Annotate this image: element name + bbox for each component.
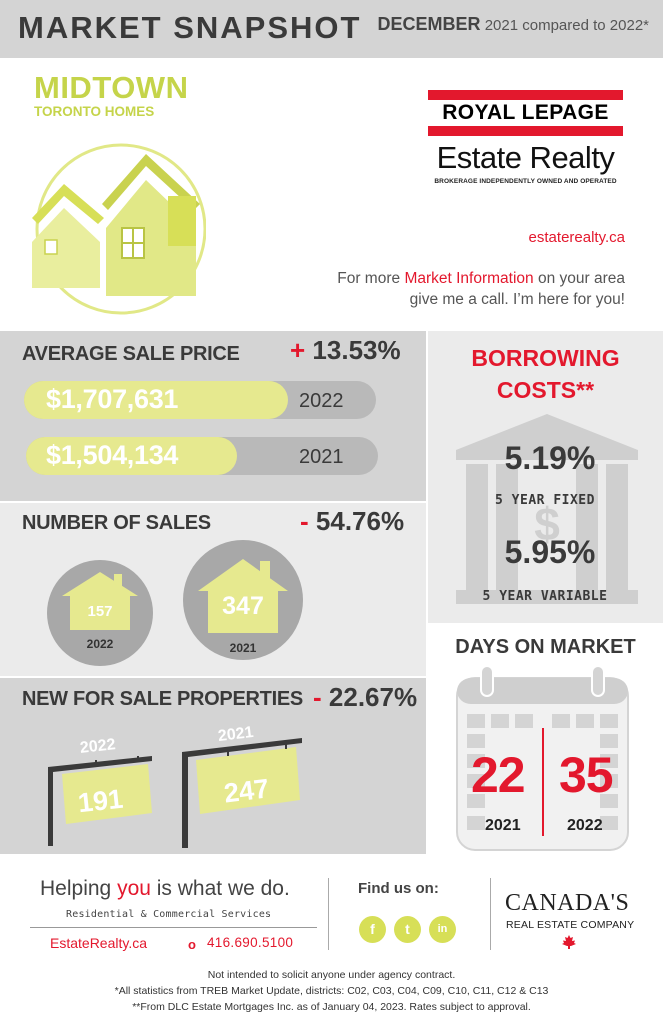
new-for-sale-value: 247: [222, 773, 271, 809]
houses-illustration-icon: [32, 143, 206, 315]
divider: [30, 927, 317, 928]
company-name: CANADA'S: [505, 890, 630, 916]
company-tagline: REAL ESTATE COMPANY: [506, 919, 635, 931]
change-sign: +: [290, 335, 306, 365]
linkedin-icon[interactable]: in: [429, 916, 456, 943]
number-of-sales-title: NUMBER OF SALES: [22, 512, 211, 534]
bank-dollar-symbol: $: [534, 498, 560, 550]
logo-line1: ROYAL LEPAGE: [442, 101, 609, 124]
change-value: 22.67%: [328, 682, 418, 712]
for-sale-sign-icon: [48, 756, 152, 846]
sales-year: 2021: [229, 641, 257, 655]
report-comparison: 2021 compared to 2022*: [484, 17, 649, 34]
phone-number[interactable]: 416.690.5100: [207, 935, 294, 950]
footer-website-link[interactable]: EstateRealty.ca: [50, 935, 148, 951]
days-year: 2021: [485, 817, 521, 834]
twitter-icon[interactable]: t: [394, 916, 421, 943]
contact-message: For more Market Information on your area…: [325, 268, 625, 310]
tagline-suffix: is what we do.: [150, 877, 290, 900]
tagline: Helping you is what we do.: [40, 877, 290, 901]
new-for-sale-change: - 22.67%: [313, 682, 417, 713]
days-value: 35: [559, 747, 614, 803]
days-year: 2022: [567, 817, 603, 834]
logo-line2: Estate Realty: [436, 140, 615, 175]
for-sale-sign-icon: [182, 738, 302, 848]
new-for-sale-title: NEW FOR SALE PROPERTIES: [22, 688, 303, 710]
change-sign: -: [313, 682, 322, 712]
variable-rate-value: 5.95%: [504, 534, 596, 570]
price-value: $1,707,631: [46, 384, 179, 414]
sales-value: 347: [222, 592, 264, 620]
disclaimer-agency: Not intended to solicit anyone under age…: [207, 969, 456, 981]
maple-leaf-icon: [562, 935, 576, 949]
area-name: MIDTOWN: [34, 70, 189, 105]
average-sale-price-change: + 13.53%: [290, 335, 401, 366]
report-month: DECEMBER: [377, 14, 481, 34]
price-bar-fill: [26, 437, 237, 475]
borrowing-costs-title: BORROWING COSTS**: [428, 342, 663, 406]
new-for-sale-year: 2022: [79, 736, 117, 757]
price-year: 2022: [299, 390, 344, 412]
services-text: Residential & Commercial Services: [66, 909, 272, 920]
number-of-sales-change: - 54.76%: [300, 506, 404, 537]
days-on-market-title: DAYS ON MARKET: [455, 636, 636, 658]
tagline-highlight: you: [117, 877, 151, 900]
change-value: 13.53%: [312, 335, 401, 365]
royal-lepage-logo: ROYAL LEPAGE Estate Realty BROKERAGE IND…: [428, 90, 623, 185]
logo-bar-top: [428, 90, 623, 100]
divider: [328, 878, 329, 950]
report-period: DECEMBER 2021 compared to 2022*: [378, 14, 649, 35]
price-bar-fill: [24, 381, 288, 419]
house-icon: [198, 559, 288, 633]
contact-message-highlight: Market Information: [404, 270, 534, 287]
borrowing-title-line2: COSTS**: [496, 377, 595, 403]
sales-value: 157: [87, 603, 113, 620]
price-year: 2021: [299, 446, 344, 468]
contact-message-prefix: For more: [337, 270, 405, 287]
new-for-sale-value: 191: [76, 783, 125, 819]
logo-line3: BROKERAGE INDEPENDENTLY OWNED AND OPERAT…: [434, 178, 617, 185]
borrowing-title-line1: BORROWING: [471, 345, 620, 371]
house-icon: [62, 572, 138, 630]
facebook-icon[interactable]: f: [359, 916, 386, 943]
logo-bar-bottom: [428, 126, 623, 136]
find-us-label: Find us on:: [358, 880, 439, 897]
page-title: MARKET SNAPSHOT: [18, 10, 362, 45]
website-link[interactable]: estaterealty.ca: [528, 229, 625, 246]
divider: [490, 878, 491, 950]
fixed-rate-label: 5 YEAR FIXED: [495, 493, 595, 508]
change-value: 54.76%: [315, 506, 405, 536]
contact-message-suffix: on your area give me a call. I’m here fo…: [409, 270, 625, 308]
variable-rate-label: 5 YEAR VARIABLE: [482, 589, 608, 604]
area-subtitle: TORONTO HOMES: [34, 104, 155, 119]
disclaimer-rates: **From DLC Estate Mortgages Inc. as of J…: [132, 1001, 531, 1013]
calendar-icon: [456, 666, 629, 851]
average-sale-price-title: AVERAGE SALE PRICE: [22, 343, 240, 365]
days-value: 22: [471, 747, 526, 803]
bank-icon: $: [456, 414, 638, 604]
fixed-rate-value: 5.19%: [504, 440, 596, 476]
disclaimer-statistics: *All statistics from TREB Market Update,…: [114, 985, 549, 997]
sales-year: 2022: [86, 637, 114, 651]
change-sign: -: [300, 506, 309, 536]
tagline-prefix: Helping: [40, 877, 118, 900]
header-bar: [0, 0, 663, 58]
price-value: $1,504,134: [46, 440, 179, 470]
phone-icon: o: [188, 937, 196, 952]
